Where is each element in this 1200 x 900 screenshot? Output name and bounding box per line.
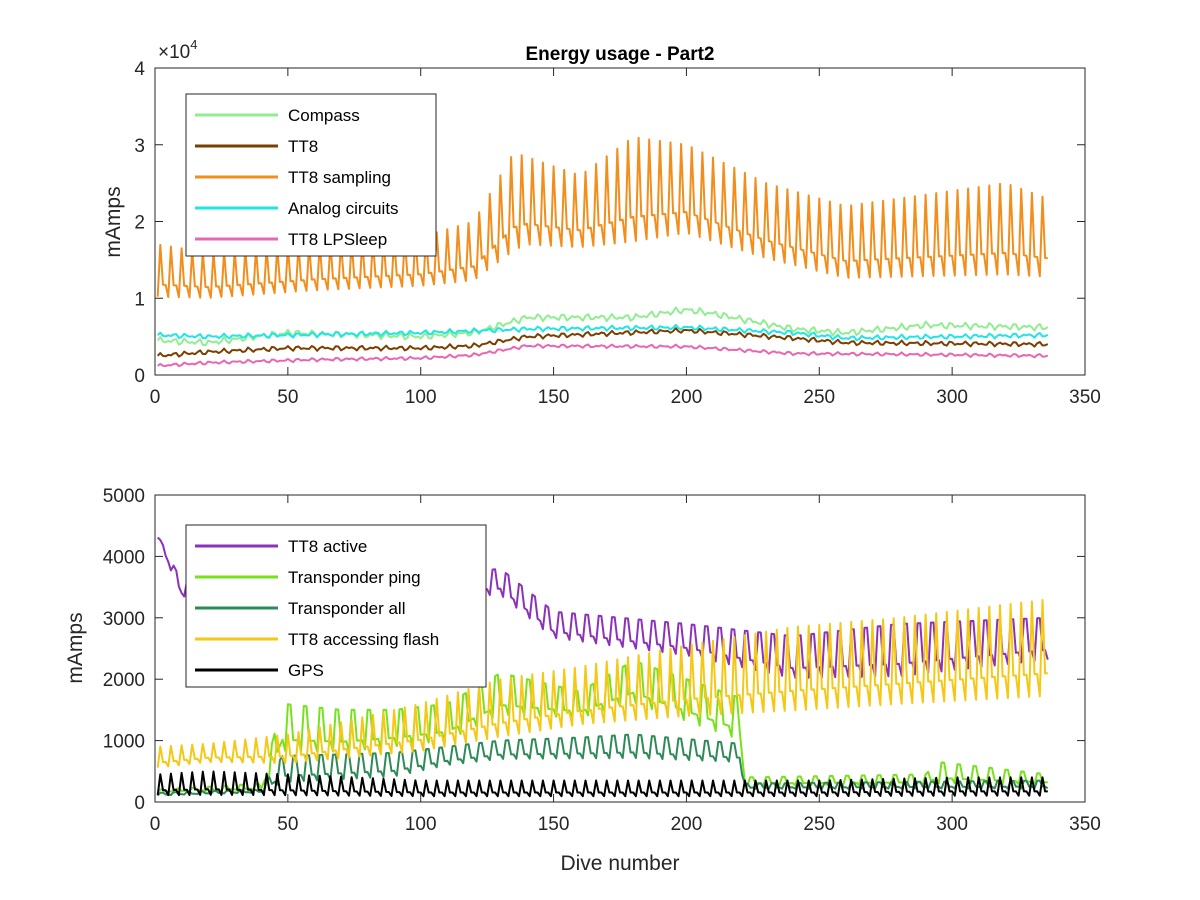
bottom-x-tick-label: 350 xyxy=(1069,814,1101,835)
bottom-y-axis-label: mAmps xyxy=(64,612,87,683)
legend-label-tt8-sampling: TT8 sampling xyxy=(288,168,391,187)
series-line-tt8-accessing-flash xyxy=(156,599,1048,768)
bottom-axis-ticks: 0 50 100 150 200 250 300 350 0 1000 2000 3000 4000 50… xyxy=(103,486,1101,835)
bottom-x-tick-label: 100 xyxy=(405,814,437,835)
bottom-legend-box xyxy=(185,524,487,688)
bottom-y-tick-label: 5000 xyxy=(103,486,145,507)
legend-label-gps: GPS xyxy=(288,661,324,680)
top-y-tick-label: 1 xyxy=(134,289,145,310)
bottom-x-tick-label: 300 xyxy=(936,814,968,835)
top-legend: Compass TT8 TT8 sampling Analog circuits TT8… xyxy=(185,93,437,257)
top-y-tick-label: 4 xyxy=(134,59,145,80)
bottom-x-tick-label: 200 xyxy=(671,814,703,835)
bottom-legend: TT8 active Transponder ping Transponder al… xyxy=(185,524,487,688)
top-axes-box xyxy=(154,67,1086,376)
legend-label-tt8: TT8 xyxy=(288,137,318,156)
bottom-y-tick-label: 2000 xyxy=(103,670,145,691)
series-line-tt8-lpsleep xyxy=(157,343,1049,368)
bottom-y-tick-label: 4000 xyxy=(103,547,145,568)
top-x-tick-label: 100 xyxy=(405,387,437,408)
bottom-x-axis-label: Dive number xyxy=(560,852,679,875)
bottom-subplot: mAmps Dive number 0 50 100 150 200 250 300 3500… xyxy=(64,486,1101,875)
top-y-tick-label: 3 xyxy=(134,136,145,157)
series-line-transponder-ping xyxy=(156,661,1048,793)
legend-label-transponder-ping: Transponder ping xyxy=(288,568,421,587)
series-line-tt8 xyxy=(156,327,1049,358)
top-y-tick-label: 0 xyxy=(134,366,145,387)
series-line-analog-circuits xyxy=(157,323,1049,342)
top-x-tick-label: 0 xyxy=(150,387,161,408)
top-y-tick-label: 2 xyxy=(134,213,145,234)
top-y-axis-label: mAmps xyxy=(102,186,125,257)
top-x-tick-label: 150 xyxy=(538,387,570,408)
bottom-y-tick-label: 3000 xyxy=(103,609,145,630)
series-line-compass xyxy=(156,306,1049,347)
top-x-tick-label: 350 xyxy=(1069,387,1101,408)
legend-label-tt8-lpsleep: TT8 LPSleep xyxy=(288,230,387,249)
bottom-x-tick-label: 50 xyxy=(277,814,298,835)
top-x-tick-label: 200 xyxy=(671,387,703,408)
series-line-tt8-sampling xyxy=(156,136,1048,299)
top-x-tick-label: 250 xyxy=(803,387,835,408)
bottom-axes-box xyxy=(154,494,1086,803)
legend-label-analog-circuits: Analog circuits xyxy=(288,199,399,218)
series-line-gps xyxy=(156,770,1048,798)
bottom-x-tick-label: 250 xyxy=(803,814,835,835)
legend-label-transponder-all: Transponder all xyxy=(288,599,406,618)
legend-label-compass: Compass xyxy=(288,106,360,125)
legend-label-tt8-accessing-flash: TT8 accessing flash xyxy=(288,630,439,649)
top-y-exponent-label: ×104 xyxy=(158,37,197,63)
bottom-y-tick-label: 0 xyxy=(134,793,145,814)
bottom-y-tick-label: 1000 xyxy=(103,732,145,753)
top-axis-ticks: 0 50 100 150 200 250 300 350 0 1 2 3 4 xyxy=(134,59,1100,408)
bottom-x-tick-label: 150 xyxy=(538,814,570,835)
top-x-tick-label: 300 xyxy=(936,387,968,408)
legend-label-tt8-active: TT8 active xyxy=(288,537,367,556)
bottom-x-tick-label: 0 xyxy=(150,814,161,835)
top-subplot: Energy usage - Part2 mAmps ×104 0 50 100 15… xyxy=(102,37,1101,408)
top-series-lines xyxy=(156,136,1049,368)
top-legend-box xyxy=(185,93,437,257)
top-chart-title: Energy usage - Part2 xyxy=(525,44,714,65)
top-x-tick-label: 50 xyxy=(277,387,298,408)
